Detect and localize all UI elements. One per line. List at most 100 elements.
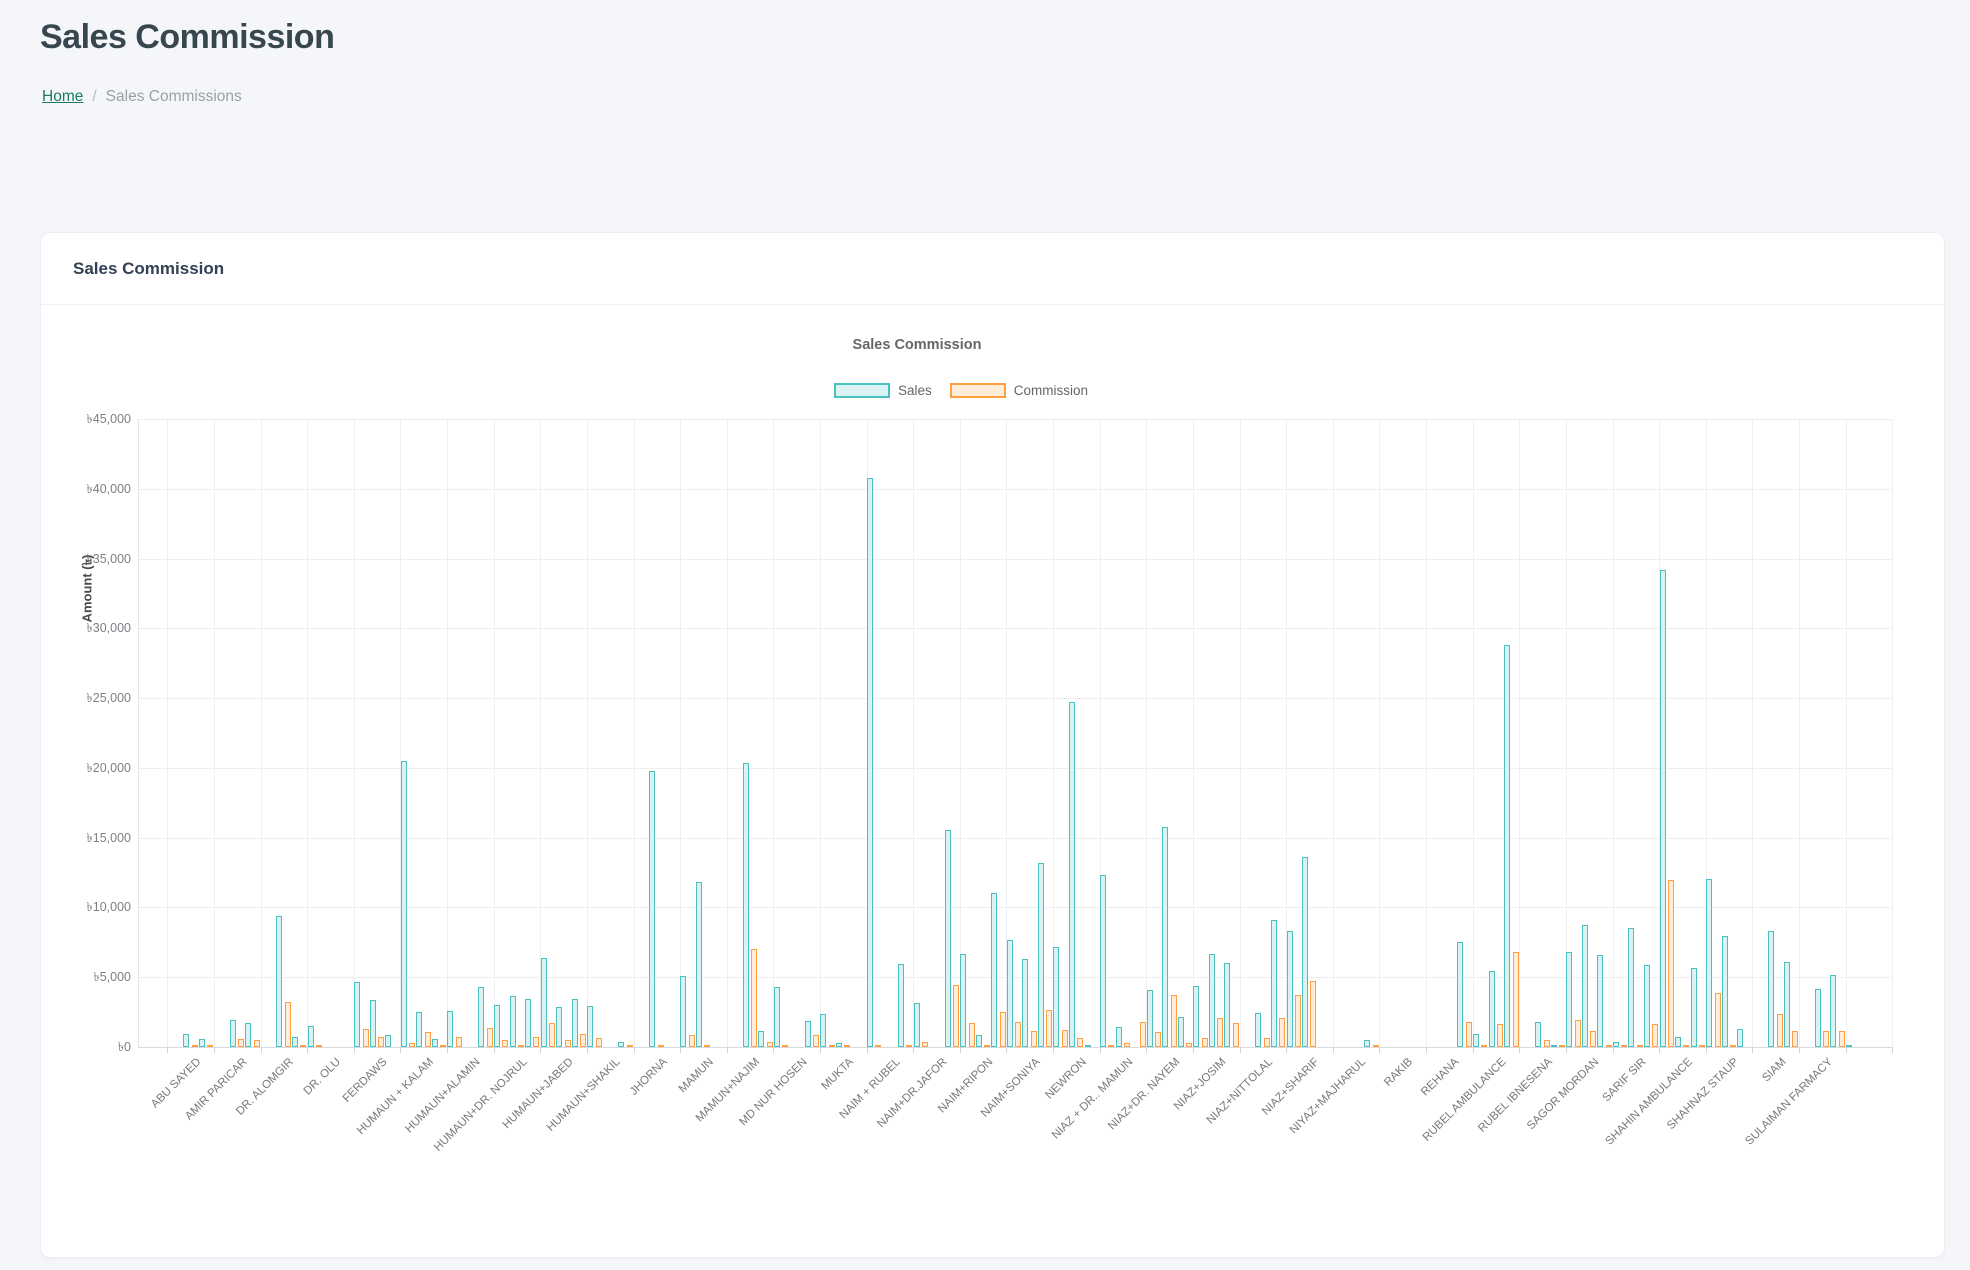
bar-commission (968, 1022, 975, 1047)
x-axis-tick (1099, 1047, 1101, 1053)
gridline (138, 558, 1892, 560)
bar-sales (198, 1038, 205, 1047)
bar-sales (1659, 569, 1666, 1047)
bar-sales (1628, 927, 1635, 1047)
bar-sales (1006, 939, 1013, 1047)
bar-sales (1675, 1036, 1682, 1047)
bar-sales (1783, 961, 1790, 1047)
bar-commission (921, 1041, 928, 1047)
bar-commission (751, 949, 758, 1047)
bar-sales (1162, 826, 1169, 1047)
x-axis-tick (1426, 1047, 1428, 1053)
x-axis-tick (1565, 1047, 1567, 1053)
bar-sales (742, 762, 749, 1047)
bar-sales (478, 986, 485, 1047)
gridline (138, 767, 1892, 769)
sales-commission-card: Sales Commission Sales Commission Sales … (40, 232, 1945, 1258)
bar-commission (1512, 952, 1519, 1047)
bar-sales (1271, 920, 1277, 1047)
bar-commission (688, 1034, 695, 1047)
gridline (913, 419, 915, 1047)
bar-sales (1146, 990, 1153, 1047)
bar-sales (649, 770, 656, 1047)
bar-sales (1768, 930, 1775, 1047)
gridline (1472, 419, 1474, 1047)
x-axis-tick (167, 1047, 169, 1053)
bar-sales (400, 760, 407, 1047)
bar-commission (1232, 1022, 1239, 1047)
bar-sales (183, 1034, 190, 1047)
bar-commission (813, 1035, 820, 1047)
bar-commission (1015, 1022, 1022, 1047)
bar-commission (362, 1029, 369, 1047)
bar-sales (1488, 970, 1495, 1047)
bar-sales (1208, 954, 1215, 1047)
bar-commission (1605, 1045, 1612, 1047)
bar-sales (1193, 986, 1200, 1047)
breadcrumb-home-link[interactable]: Home (42, 88, 84, 105)
bar-sales (1473, 1033, 1480, 1047)
bar-sales (229, 1020, 236, 1047)
x-axis-tick (680, 1047, 682, 1053)
gridline (1192, 419, 1194, 1047)
bar-commission (1186, 1042, 1193, 1047)
gridline (773, 419, 775, 1047)
bar-sales (898, 964, 905, 1047)
x-axis-tick (1239, 1047, 1241, 1053)
bar-commission (595, 1037, 602, 1047)
bar-commission (626, 1045, 633, 1047)
gridline (138, 907, 1892, 909)
gridline (819, 419, 821, 1047)
bar-commission (1838, 1030, 1845, 1047)
bar-sales (820, 1013, 827, 1047)
bar-commission (424, 1031, 431, 1047)
gridline (1099, 419, 1101, 1047)
bar-commission (1683, 1045, 1690, 1047)
bar-sales (835, 1042, 842, 1047)
bar-sales (758, 1030, 765, 1047)
bar-sales (416, 1012, 423, 1047)
bar-commission (1279, 1017, 1286, 1047)
x-axis-tick (1845, 1047, 1847, 1053)
legend-item-sales[interactable]: Sales (833, 383, 932, 398)
bar-sales (1115, 1027, 1122, 1047)
gridline (1565, 419, 1567, 1047)
bar-sales (866, 477, 873, 1047)
gridline (138, 837, 1892, 839)
bar-sales (1100, 874, 1107, 1047)
legend-item-commission[interactable]: Commission (949, 383, 1089, 398)
breadcrumb: Home / Sales Commissions (42, 88, 242, 106)
gridline (307, 419, 309, 1047)
bar-commission (1481, 1045, 1488, 1047)
gridline (400, 419, 402, 1047)
x-axis-tick (1519, 1047, 1521, 1053)
gridline (1845, 419, 1847, 1047)
y-tick-label: ৳10,000 (86, 900, 131, 915)
bar-sales (1177, 1016, 1184, 1047)
x-axis-tick (586, 1047, 588, 1053)
gridline (167, 419, 169, 1047)
bar-commission (207, 1045, 214, 1047)
sales-commission-chart: Sales Commission Sales Commission Amount… (41, 233, 1944, 1257)
bar-commission (999, 1011, 1006, 1047)
bar-sales (696, 881, 703, 1047)
y-tick-label: ৳15,000 (86, 830, 131, 845)
gridline (1519, 419, 1521, 1047)
bar-sales (245, 1023, 252, 1047)
bar-sales (991, 893, 998, 1047)
commission-legend-label: Commission (1013, 383, 1089, 398)
bar-commission (549, 1022, 556, 1047)
bar-commission (1636, 1045, 1643, 1047)
gridline (726, 419, 728, 1047)
bar-commission (1574, 1019, 1581, 1047)
gridline (138, 628, 1892, 630)
bar-commission (984, 1045, 991, 1047)
x-axis-tick (1006, 1047, 1008, 1053)
bar-sales (1690, 967, 1697, 1047)
bar-sales (1721, 935, 1728, 1047)
bar-commission (1155, 1031, 1162, 1047)
x-axis-tick (633, 1047, 635, 1053)
x-axis-tick (1472, 1047, 1474, 1053)
bar-sales (1286, 930, 1293, 1047)
bar-commission (1217, 1017, 1224, 1047)
